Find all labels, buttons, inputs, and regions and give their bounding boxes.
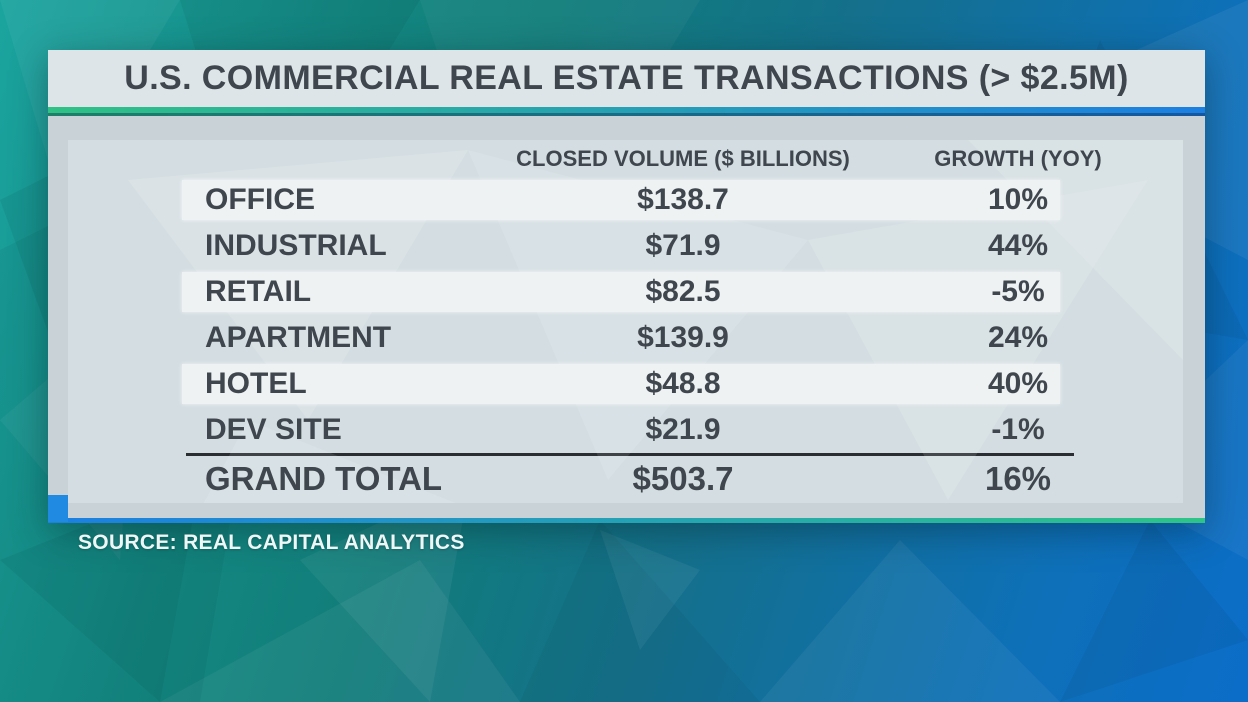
row-label: DEV SITE: [205, 413, 342, 446]
row-growth: 16%: [984, 460, 1052, 497]
row-growth: -5%: [991, 275, 1045, 308]
row-label: OFFICE: [205, 183, 315, 216]
row-label: HOTEL: [205, 367, 307, 400]
row-label: GRAND TOTAL: [205, 460, 443, 497]
table-row-office: OFFICE $138.7 10%: [68, 177, 1183, 223]
table-row-hotel: HOTEL $48.8 40%: [68, 361, 1183, 407]
graphic-panel: U.S. COMMERCIAL REAL ESTATE TRANSACTIONS…: [48, 50, 1205, 523]
row-volume: $503.7: [632, 460, 734, 497]
column-header-growth: GROWTH (YOY): [934, 145, 1102, 171]
row-growth: 44%: [987, 229, 1049, 262]
table-row-apartment: APARTMENT $139.9 24%: [68, 315, 1183, 361]
row-label: INDUSTRIAL: [205, 229, 387, 262]
source-attribution: SOURCE: REAL CAPITAL ANALYTICS: [78, 531, 465, 554]
row-growth: -1%: [991, 413, 1045, 446]
row-label: APARTMENT: [205, 321, 392, 354]
table-card: CLOSED VOLUME ($ BILLIONS) GROWTH (YOY) …: [68, 140, 1183, 503]
bottom-border-gradient: [48, 518, 1205, 523]
grand-total-separator-line: [186, 453, 1074, 456]
row-volume: $48.8: [645, 367, 721, 400]
row-label: RETAIL: [205, 275, 312, 308]
table-row-grand-total: GRAND TOTAL $503.7 16%: [68, 456, 1183, 502]
title-divider-gradient: [48, 107, 1205, 116]
row-volume: $82.5: [645, 275, 721, 308]
row-growth: 40%: [987, 367, 1049, 400]
page-title: U.S. COMMERCIAL REAL ESTATE TRANSACTIONS…: [124, 59, 1129, 97]
table-header-row: CLOSED VOLUME ($ BILLIONS) GROWTH (YOY): [68, 140, 1183, 177]
row-highlight-band: [182, 272, 1060, 312]
table-row-industrial: INDUSTRIAL $71.9 44%: [68, 223, 1183, 269]
row-volume: $21.9: [645, 413, 721, 446]
corner-accent-square: [48, 495, 68, 522]
table-panel-body: CLOSED VOLUME ($ BILLIONS) GROWTH (YOY) …: [48, 116, 1205, 523]
row-highlight-band: [182, 180, 1060, 220]
table-row-retail: RETAIL $82.5 -5%: [68, 269, 1183, 315]
row-volume: $138.7: [637, 183, 729, 216]
row-highlight-band: [182, 364, 1060, 404]
row-growth: 10%: [987, 183, 1049, 216]
table-row-dev-site: DEV SITE $21.9 -1%: [68, 407, 1183, 453]
row-volume: $71.9: [645, 229, 721, 262]
row-volume: $139.9: [637, 321, 729, 354]
row-growth: 24%: [987, 321, 1049, 354]
column-header-closed-volume: CLOSED VOLUME ($ BILLIONS): [516, 145, 850, 171]
title-bar: U.S. COMMERCIAL REAL ESTATE TRANSACTIONS…: [48, 50, 1205, 107]
